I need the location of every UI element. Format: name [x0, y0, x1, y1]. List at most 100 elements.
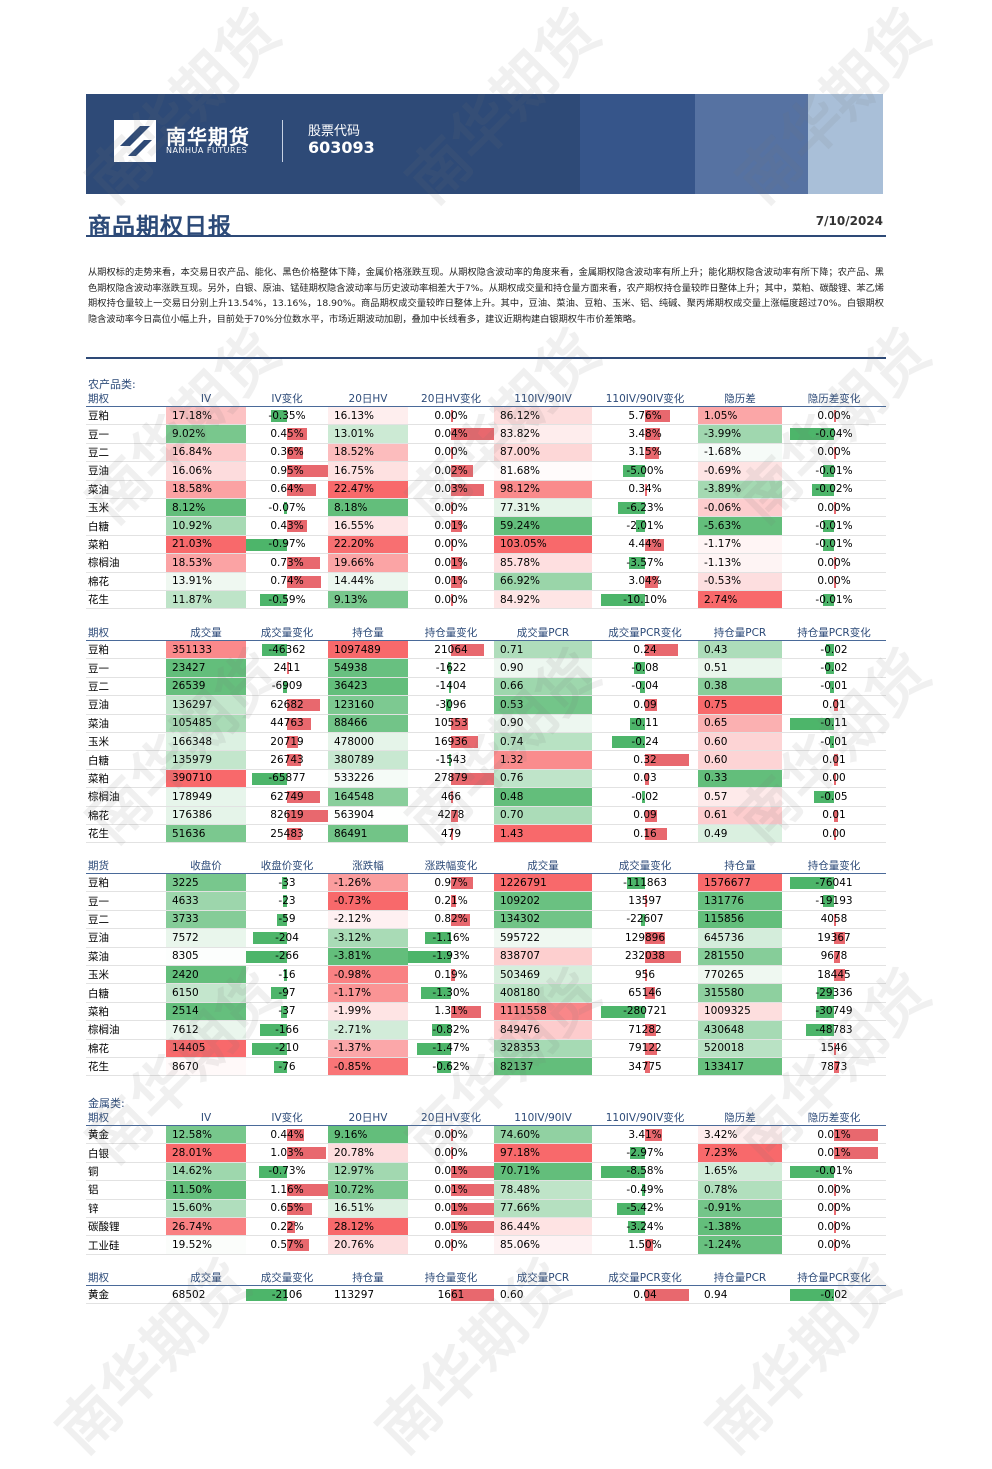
positive-bar: [451, 1220, 494, 1233]
negative-bar: [790, 1289, 834, 1301]
positive-bar: [645, 827, 667, 840]
column-header: 期权: [86, 625, 166, 641]
positive-bar: [287, 717, 311, 730]
change-value: 0.00%: [434, 1128, 468, 1141]
positive-bar: [834, 575, 836, 588]
heat-cell: 11.50%: [166, 1180, 246, 1200]
heat-cell: 11.87%: [166, 590, 246, 610]
change-cell: -0.04: [592, 677, 698, 697]
change-cell: 7873: [782, 1057, 886, 1077]
change-value: -29336: [815, 987, 853, 1000]
heat-cell: 86491: [328, 824, 408, 844]
change-value: 82619: [270, 809, 304, 822]
change-cell: 0.01%: [408, 1217, 494, 1237]
title-rule: [86, 235, 886, 237]
positive-bar: [451, 717, 468, 730]
negative-bar: [805, 1024, 834, 1037]
change-cell: 0.01: [782, 695, 886, 715]
change-value: 0.00%: [817, 1183, 851, 1196]
change-cell: -111863: [592, 873, 698, 893]
row-label: 棕榈油: [86, 787, 166, 807]
column-header: IV: [166, 391, 246, 407]
heat-cell: -1.38%: [698, 1217, 782, 1237]
row-label: 花生: [86, 1057, 166, 1077]
heat-cell: 133417: [698, 1057, 782, 1077]
negative-bar: [823, 520, 834, 533]
change-value: 0.00%: [817, 446, 851, 459]
positive-bar: [451, 1239, 453, 1252]
heat-cell: 14.44%: [328, 572, 408, 591]
change-value: 2411: [273, 662, 301, 675]
positive-bar: [451, 791, 453, 804]
change-cell: -30749: [782, 1002, 886, 1022]
heat-cell: -1.26%: [328, 873, 408, 893]
heat-cell: 0.65: [698, 714, 782, 733]
change-cell: -76: [246, 1057, 328, 1077]
positive-bar: [451, 644, 485, 656]
heat-cell: 645736: [698, 928, 782, 948]
change-cell: 0.57%: [246, 1235, 328, 1255]
column-header: 20日HV: [328, 391, 408, 407]
heat-cell: 18.52%: [328, 443, 408, 463]
change-value: -37: [278, 1005, 296, 1018]
change-cell: -1404: [408, 677, 494, 697]
change-value: -1.47%: [432, 1042, 470, 1055]
change-cell: -19193: [782, 891, 886, 911]
change-value: -3.24%: [626, 1220, 664, 1233]
change-cell: -0.01%: [782, 461, 886, 481]
change-cell: -0.02: [592, 787, 698, 807]
agri-iv-table: 期权 IV IV变化 20日HV 20日HV变化 110IV/90IV 110IV/90IV…: [86, 391, 886, 610]
change-value: -0.11: [820, 717, 848, 730]
change-value: -1.16%: [432, 931, 470, 944]
heat-cell: 503469: [494, 965, 592, 985]
heat-cell: 0.90: [494, 658, 592, 678]
change-value: -10.10%: [623, 593, 667, 606]
row-label: 菜粕: [86, 769, 166, 789]
change-cell: -0.04%: [782, 424, 886, 444]
change-value: -0.49%: [626, 1183, 664, 1196]
change-cell: 0.01%: [408, 1162, 494, 1182]
heat-cell: 0.57: [698, 787, 782, 807]
heat-cell: -3.12%: [328, 928, 408, 948]
positive-bar: [834, 501, 836, 514]
negative-bar: [260, 593, 287, 606]
change-value: 0.82%: [434, 913, 468, 926]
change-cell: 1.03%: [246, 1143, 328, 1163]
heat-cell: 164548: [328, 787, 408, 807]
change-value: -1.30%: [432, 987, 470, 1000]
heat-cell: -1.13%: [698, 553, 782, 573]
table-row: 豆粕 351133 -46362 1097489 21064 0.71 0.24 0.43 -0…: [86, 640, 886, 660]
change-cell: -0.01%: [782, 516, 886, 536]
positive-bar: [451, 895, 456, 908]
heat-cell: 68502: [166, 1285, 246, 1305]
heat-cell: 86.44%: [494, 1217, 592, 1237]
heat-cell: -3.81%: [328, 947, 408, 966]
change-value: 0.00%: [817, 575, 851, 588]
table-row: 玉米 2420 -16 -0.98% 0.19% 503469 956 770265 18445: [86, 965, 886, 985]
heat-cell: 12.58%: [166, 1125, 246, 1145]
heat-cell: 59.24%: [494, 516, 592, 536]
change-cell: 0.32: [592, 750, 698, 770]
change-value: 16936: [434, 735, 468, 748]
change-cell: 3.48%: [592, 424, 698, 444]
heat-cell: 563904: [328, 806, 408, 825]
heat-cell: 115856: [698, 910, 782, 930]
heat-cell: 8305: [166, 947, 246, 966]
change-value: 0.01%: [434, 1202, 468, 1215]
change-value: -46362: [268, 643, 306, 656]
change-value: 20719: [270, 735, 304, 748]
heat-cell: 77.66%: [494, 1199, 592, 1218]
change-value: 4278: [437, 809, 465, 822]
heat-cell: 0.43: [698, 640, 782, 660]
heat-cell: 0.74: [494, 732, 592, 752]
change-cell: 232038: [592, 947, 698, 966]
change-cell: 4.44%: [592, 535, 698, 555]
change-cell: 20719: [246, 732, 328, 752]
change-cell: 0.01%: [408, 1180, 494, 1200]
table-row: 黄金 68502 -2106 113297 1661 0.60 0.04 0.94 -0.02: [86, 1285, 886, 1305]
change-cell: 1661: [408, 1285, 494, 1305]
positive-bar: [834, 932, 846, 945]
table-row: 豆油 7572 -204 -3.12% -1.16% 595722 129896 645736…: [86, 928, 886, 948]
positive-bar: [287, 699, 321, 712]
change-value: -5.00%: [626, 464, 664, 477]
